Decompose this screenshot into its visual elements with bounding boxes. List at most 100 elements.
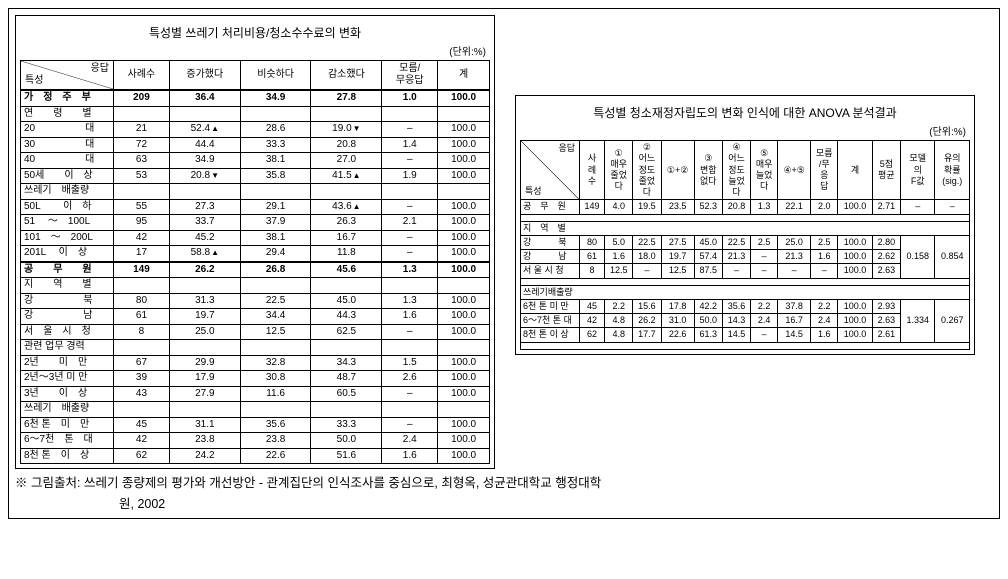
left-cell-17-1: 29.9 <box>169 355 240 371</box>
left-cell-14-1: 19.7 <box>169 309 240 325</box>
source-prefix: ※ 그림출처: <box>15 476 80 490</box>
right-cell-2-2-4: 61.3 <box>694 328 722 342</box>
left-empty <box>438 278 490 294</box>
left-row-label-11: 공 무 원 <box>21 262 114 278</box>
left-cell-22-2: 23.8 <box>240 433 311 449</box>
left-section-6: 쓰레기 배출량 <box>21 184 114 200</box>
right-col-11: 모델의F값 <box>900 141 935 200</box>
right-cell-0-0-12: – <box>935 200 970 214</box>
right-cell-2-1-8: 2.4 <box>811 314 838 328</box>
right-cell-0-0-3: 23.5 <box>661 200 694 214</box>
left-cell-7-2: 29.1 <box>240 199 311 215</box>
right-cell-1-2-2: – <box>633 264 661 278</box>
left-cell-19-1: 27.9 <box>169 386 240 402</box>
left-row-label-18: 2년～3년 미 만 <box>21 371 114 387</box>
left-cell-10-0: 17 <box>114 246 170 262</box>
left-cell-8-4: 2.1 <box>382 215 438 231</box>
right-cell-2-0-6: 2.2 <box>751 299 778 313</box>
left-row-label-13: 강 북 <box>21 293 114 309</box>
left-section-1: 연 령 별 <box>21 106 114 122</box>
left-cell-2-1: 52.4 <box>169 122 240 138</box>
left-cell-21-3: 33.3 <box>311 417 382 433</box>
right-col-2: ②어느정도줄었다 <box>633 141 661 200</box>
diag-label-attr: 특성 <box>525 186 542 197</box>
left-cell-4-1: 34.9 <box>169 153 240 169</box>
right-cell-2-0-7: 37.8 <box>778 299 811 313</box>
left-cell-18-1: 17.9 <box>169 371 240 387</box>
left-cell-13-4: 1.3 <box>382 293 438 309</box>
right-cell-2-1-3: 31.0 <box>661 314 694 328</box>
left-row-label-9: 101 ～ 200L <box>21 230 114 246</box>
left-section-20: 쓰레기 배출량 <box>21 402 114 418</box>
left-cell-3-2: 33.3 <box>240 137 311 153</box>
diag-label-response: 응답 <box>91 63 109 76</box>
right-cell-0-0-11: – <box>900 200 935 214</box>
right-cell-1-1-6: – <box>751 250 778 264</box>
right-cell-1-0-10: 2.80 <box>872 235 900 249</box>
right-row-label-1-0: 강 북 <box>521 235 580 249</box>
right-cell-1-0-2: 22.5 <box>633 235 661 249</box>
left-empty <box>311 340 382 356</box>
left-cell-0-4: 1.0 <box>382 90 438 106</box>
right-panel: 특성별 청소재정자립도의 변화 인식에 대한 ANOVA 분석결과 (단위:%)… <box>515 95 975 355</box>
right-cell-2-0-9: 100.0 <box>838 299 873 313</box>
right-cell-0-0-7: 22.1 <box>778 200 811 214</box>
left-cell-4-0: 63 <box>114 153 170 169</box>
right-cell-1-2-0: 8 <box>580 264 605 278</box>
left-cell-23-3: 51.6 <box>311 448 382 464</box>
left-cell-18-3: 48.7 <box>311 371 382 387</box>
left-empty <box>382 106 438 122</box>
left-empty <box>169 184 240 200</box>
right-cell-2-0-4: 42.2 <box>694 299 722 313</box>
right-table: 응답특성사례수①매우줄었다②어느정도줄었다①+②③변함없다④어느정도늘었다⑤매우… <box>520 140 970 350</box>
left-cell-13-5: 100.0 <box>438 293 490 309</box>
right-cell-0-0-1: 4.0 <box>605 200 633 214</box>
left-empty <box>240 340 311 356</box>
left-cell-22-4: 2.4 <box>382 433 438 449</box>
left-cell-7-3: 43.6 <box>311 199 382 215</box>
left-table: 응답특성사례수증가했다비슷하다감소했다모름/무응답계가 정 주 부20936.4… <box>20 60 490 464</box>
right-cell-1-1-1: 1.6 <box>605 250 633 264</box>
left-cell-7-0: 55 <box>114 199 170 215</box>
left-cell-21-0: 45 <box>114 417 170 433</box>
left-col-1: 증가했다 <box>169 61 240 91</box>
left-cell-21-2: 35.6 <box>240 417 311 433</box>
right-cell-0-0-6: 1.3 <box>751 200 778 214</box>
left-empty <box>169 278 240 294</box>
left-cell-21-4: – <box>382 417 438 433</box>
left-cell-15-2: 12.5 <box>240 324 311 340</box>
left-row-label-5: 50세 이 상 <box>21 168 114 184</box>
left-panel-inner: 특성별 쓰레기 처리비용/청소수수료의 변화 (단위:%) 응답특성사례수증가했… <box>15 15 495 469</box>
left-cell-14-0: 61 <box>114 309 170 325</box>
left-cell-4-2: 38.1 <box>240 153 311 169</box>
left-row-label-3: 30 대 <box>21 137 114 153</box>
right-row-label-2-0: 6천 톤 미 만 <box>521 299 580 313</box>
right-cell-2-0-2: 15.6 <box>633 299 661 313</box>
left-row-label-10: 201L 이 상 <box>21 246 114 262</box>
right-cell-1-0-0: 80 <box>580 235 605 249</box>
left-cell-7-5: 100.0 <box>438 199 490 215</box>
right-col-9: 계 <box>838 141 873 200</box>
left-header-diag: 응답특성 <box>21 61 114 91</box>
right-cell-1-span-12: 0.854 <box>935 235 970 278</box>
left-cell-0-5: 100.0 <box>438 90 490 106</box>
left-unit: (단위:%) <box>20 43 486 58</box>
right-cell-2-1-0: 42 <box>580 314 605 328</box>
right-cell-2-2-5: 14.5 <box>722 328 750 342</box>
left-empty <box>311 278 382 294</box>
right-row-label-1-2: 서 울 시 청 <box>521 264 580 278</box>
left-cell-23-0: 62 <box>114 448 170 464</box>
left-cell-2-5: 100.0 <box>438 122 490 138</box>
left-row-label-22: 6～7천 톤 대 <box>21 433 114 449</box>
right-cell-2-0-1: 2.2 <box>605 299 633 313</box>
left-col-3: 감소했다 <box>311 61 382 91</box>
left-cell-18-0: 39 <box>114 371 170 387</box>
left-cell-8-0: 95 <box>114 215 170 231</box>
left-cell-10-2: 29.4 <box>240 246 311 262</box>
left-col-0: 사례수 <box>114 61 170 91</box>
right-cell-2-2-3: 22.6 <box>661 328 694 342</box>
left-row-label-0: 가 정 주 부 <box>21 90 114 106</box>
right-cell-1-0-7: 25.0 <box>778 235 811 249</box>
right-cell-1-1-10: 2.62 <box>872 250 900 264</box>
right-cell-1-0-1: 5.0 <box>605 235 633 249</box>
